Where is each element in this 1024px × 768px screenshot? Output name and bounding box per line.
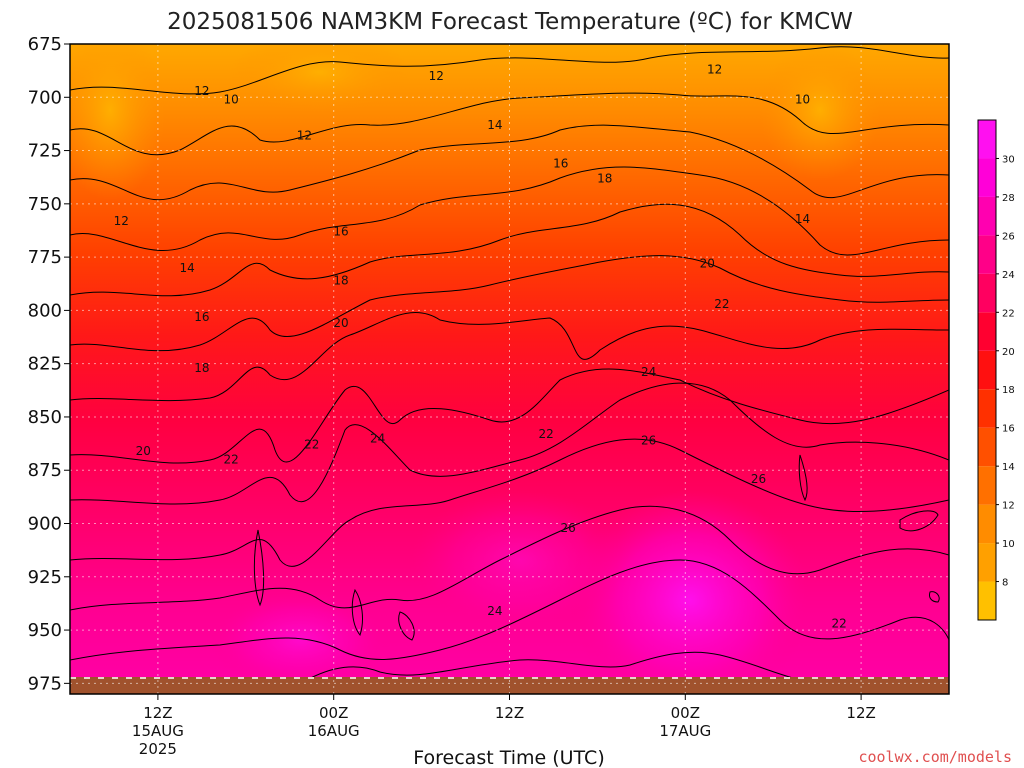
colorbar-tick-label: 18: [1002, 385, 1015, 396]
y-axis: 675 700 725 750 775 800 825 850 875 900 925 950 975: [28, 34, 70, 694]
x-tick-label: 12Z: [846, 704, 875, 722]
colorbar-swatch: [978, 581, 996, 620]
contour-label: 24: [487, 604, 502, 618]
colorbar-tick-label: 12: [1002, 501, 1015, 512]
colorbar-swatch: [978, 196, 996, 236]
contour-label: 20: [136, 444, 151, 458]
contour-label: 12: [114, 214, 129, 228]
x-tick-year: 2025: [139, 740, 177, 758]
contour-label: 10: [795, 92, 810, 106]
y-tick-label: 900: [28, 514, 62, 535]
contour-label: 22: [831, 617, 846, 631]
contour-label: 12: [194, 84, 209, 98]
x-tick-label: 00Z: [671, 704, 700, 722]
contour-label: 26: [560, 521, 575, 535]
y-tick-label: 925: [28, 567, 62, 588]
contour-label: 26: [641, 433, 656, 447]
colorbar-swatch: [978, 466, 996, 505]
y-tick-label: 850: [28, 407, 62, 428]
colorbar-frame: [977, 119, 997, 621]
contour-label: 14: [180, 261, 195, 275]
colorbar-tick-label: 28: [1002, 193, 1015, 204]
colorbar-tick-label: 14: [1002, 462, 1015, 473]
contour-label: 18: [333, 274, 348, 288]
contour-label: 14: [795, 212, 810, 226]
y-tick-label: 825: [28, 354, 62, 375]
colorbar-tick-label: 8: [1002, 578, 1008, 589]
colorbar-tick-label: 30: [1002, 154, 1015, 165]
contour-label: 12: [297, 129, 312, 143]
x-tick-label: 00Z: [319, 704, 348, 722]
colorbar-swatch: [978, 389, 996, 428]
contour-labels: 12 10 12 12 14 12 14 16 18 20 22 22 16 18 20 24 16 18 22 24…: [114, 63, 847, 631]
contour-label: 24: [641, 365, 656, 379]
colorbar-tick-label: 22: [1002, 308, 1015, 319]
y-tick-label: 675: [28, 34, 62, 55]
contour-label: 18: [194, 361, 209, 375]
contour-label: 22: [304, 438, 319, 452]
colorbar-swatch: [978, 427, 996, 467]
y-tick-label: 800: [28, 300, 62, 321]
colorbar: 8 10 12 14 16 18 20 22 24 26 28 30: [977, 119, 1015, 621]
x-tick-date: 16AUG: [308, 722, 360, 740]
x-tick-label: 12Z: [495, 704, 524, 722]
colorbar-swatch: [978, 504, 996, 544]
colorbar-swatch: [978, 120, 996, 159]
y-tick-label: 950: [28, 620, 62, 641]
colorbar-swatch: [978, 350, 996, 390]
y-tick-label: 875: [28, 460, 62, 481]
colorbar-swatch: [978, 543, 996, 582]
y-tick-label: 750: [28, 194, 62, 215]
colorbar-tick-label: 24: [1002, 270, 1015, 281]
ground-terrain: [70, 677, 949, 694]
contour-label: 14: [487, 118, 502, 132]
contour-label: 20: [700, 257, 715, 271]
contour-label: 26: [751, 472, 766, 486]
contour-label: 22: [714, 297, 729, 311]
colorbar-swatch: [978, 158, 996, 197]
contour-label: 16: [333, 225, 348, 239]
colorbar-tick-label: 20: [1002, 347, 1015, 358]
contour-label: 16: [553, 156, 568, 170]
colorbar-tick-label: 16: [1002, 424, 1015, 435]
contour-label: 22: [224, 453, 239, 467]
y-tick-label: 700: [28, 87, 62, 108]
x-axis-label: Forecast Time (UTC): [413, 747, 604, 768]
x-tick-date: 15AUG: [132, 722, 184, 740]
contour-label: 20: [333, 316, 348, 330]
colorbar-swatch: [978, 312, 996, 351]
colorbar-tick-label: 10: [1002, 539, 1015, 550]
isotherm-lines: [70, 46, 949, 691]
x-tick-label: 12Z: [143, 704, 172, 722]
y-tick-label: 725: [28, 141, 62, 162]
colorbar-swatch: [978, 235, 996, 274]
x-tick-date: 17AUG: [659, 722, 711, 740]
chart-title: 2025081506 NAM3KM Forecast Temperature (…: [167, 9, 853, 35]
contour-label: 16: [194, 310, 209, 324]
credit-text: coolwx.com/models: [858, 748, 1012, 766]
contour-label: 22: [538, 427, 553, 441]
colorbar-tick-label: 26: [1002, 231, 1015, 242]
contour-label: 12: [429, 69, 444, 83]
contour-label: 18: [597, 171, 612, 185]
y-tick-label: 775: [28, 247, 62, 268]
contour-label: 24: [370, 431, 385, 445]
contour-label: 12: [707, 63, 722, 77]
y-tick-label: 975: [28, 673, 62, 694]
colorbar-swatch: [978, 273, 996, 313]
contour-label: 10: [224, 92, 239, 106]
